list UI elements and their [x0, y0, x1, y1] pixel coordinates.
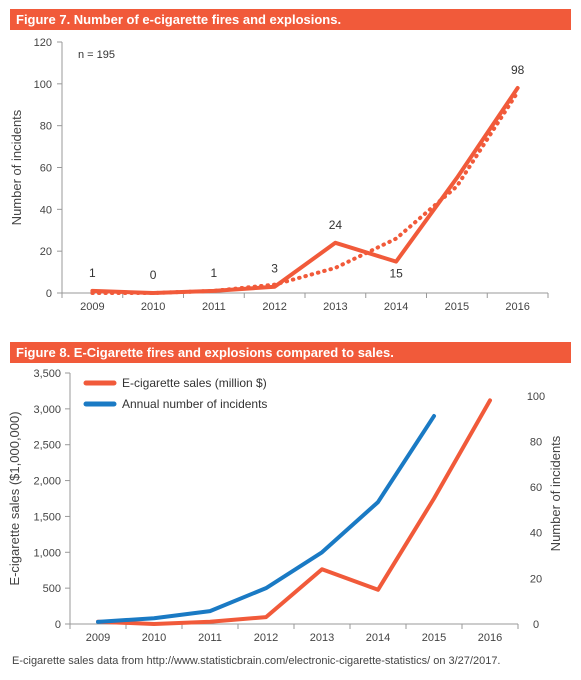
x-tick-label: 2013: [310, 632, 334, 644]
data-label: 15: [389, 267, 403, 281]
left-y-tick-label: 3,500: [33, 368, 61, 380]
right-y-tick-label: 100: [527, 391, 545, 403]
x-tick-label: 2012: [262, 301, 286, 313]
x-tick-label: 2016: [505, 301, 529, 313]
y-tick-label: 20: [40, 246, 52, 258]
y-tick-label: 40: [40, 204, 52, 216]
incidents-line: [96, 414, 436, 624]
data-label: 3: [271, 262, 278, 276]
y-tick-label: 100: [34, 79, 52, 91]
x-tick-label: 2013: [323, 301, 347, 313]
x-tick-label: 2016: [478, 632, 502, 644]
x-tick-label: 2011: [198, 632, 222, 644]
x-tick-label: 2014: [366, 632, 390, 644]
x-tick-label: 2014: [384, 301, 408, 313]
right-y-tick-label: 20: [530, 573, 542, 585]
figure-7-title: Figure 7. Number of e-cigarette fires an…: [10, 9, 571, 30]
legend-label: E-cigarette sales (million $): [122, 376, 267, 390]
sales-line: [96, 398, 492, 626]
x-tick-label: 2015: [445, 301, 469, 313]
left-y-tick-label: 1,000: [33, 547, 61, 559]
legend-label: Annual number of incidents: [122, 397, 267, 411]
right-y-tick-label: 40: [530, 528, 542, 540]
data-label: 24: [329, 218, 343, 232]
x-tick-label: 2011: [202, 301, 226, 313]
left-y-tick-label: 0: [55, 619, 61, 631]
right-y-tick-label: 80: [530, 436, 542, 448]
left-y-tick-label: 500: [43, 583, 61, 595]
sample-size-annotation: n = 195: [78, 49, 115, 61]
figure-7-chart: 0 20 40 60 80 100 120 2009 2010 2011 2012 2013 2014 2…: [9, 37, 549, 313]
right-y-tick-label: 60: [530, 482, 542, 494]
x-tick-label: 2010: [142, 632, 166, 644]
left-y-tick-label: 2,500: [33, 440, 61, 452]
y-tick-label: 120: [34, 37, 52, 49]
y-tick-label: 80: [40, 121, 52, 133]
figure-8-title: Figure 8. E-Cigarette fires and explosio…: [10, 342, 571, 363]
x-tick-label: 2015: [422, 632, 446, 644]
footnote: E-cigarette sales data from http://www.s…: [12, 655, 501, 667]
y-tick-label: 0: [46, 288, 52, 300]
left-y-tick-label: 2,000: [33, 476, 61, 488]
y-axis-label: Number of incidents: [9, 109, 24, 225]
x-tick-label: 2012: [254, 632, 278, 644]
figure-8-chart: 0 500 1,000 1,500 2,000 2,500 3,000 3,500 0 20 40 6…: [7, 368, 563, 644]
x-tick-label: 2009: [80, 301, 104, 313]
data-label: 0: [150, 268, 157, 282]
right-y-tick-label: 0: [533, 619, 539, 631]
y-tick-label: 60: [40, 163, 52, 175]
data-label: 1: [89, 266, 96, 280]
x-tick-label: 2009: [86, 632, 110, 644]
trend-line: [90, 90, 520, 295]
left-y-tick-label: 1,500: [33, 511, 61, 523]
x-tick-label: 2010: [141, 301, 165, 313]
left-y-tick-label: 3,000: [33, 404, 61, 416]
incidents-line: [90, 86, 520, 295]
data-label: 98: [511, 63, 525, 77]
right-y-axis-label: Number of incidents: [548, 435, 563, 551]
data-label: 1: [211, 266, 218, 280]
left-y-axis-label: E-cigarette sales ($1,000,000): [7, 411, 22, 585]
